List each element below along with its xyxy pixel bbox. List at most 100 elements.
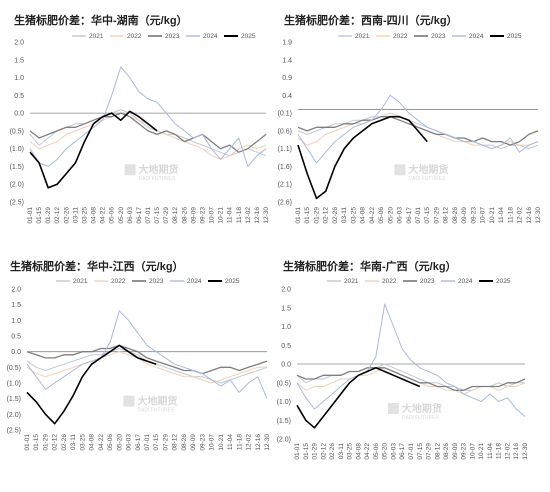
x-tick-label: 03-11 bbox=[341, 207, 348, 224]
y-tick-label: (2.6) bbox=[278, 200, 292, 207]
x-tick-label: 06-03 bbox=[126, 434, 133, 451]
x-tick-label: 11-04 bbox=[227, 434, 234, 451]
x-tick-label: 04-22 bbox=[100, 207, 107, 224]
series-line-2024 bbox=[29, 66, 267, 167]
x-tick-label: 11-18 bbox=[236, 207, 243, 224]
y-tick-label: 0.5 bbox=[281, 343, 291, 350]
y-tick-label: (1.5) bbox=[7, 396, 21, 403]
y-tick-label: (1.0) bbox=[7, 381, 21, 388]
x-tick-label: 11-04 bbox=[498, 207, 505, 224]
x-tick-label: 03-25 bbox=[81, 207, 88, 224]
x-tick-label: 01-29 bbox=[42, 434, 49, 451]
legend-label: 2021 bbox=[73, 278, 88, 285]
legend-label: 2022 bbox=[382, 278, 397, 285]
x-tick-label: 01-29 bbox=[313, 207, 320, 224]
chart-title: 生猪标肥价差：华中-湖南（元/kg） bbox=[14, 13, 188, 27]
y-tick-label: 1.5 bbox=[281, 305, 291, 312]
series-line-2024 bbox=[296, 303, 526, 417]
x-tick-label: 11-18 bbox=[496, 443, 503, 460]
x-tick-label: 11-04 bbox=[227, 207, 234, 224]
x-tick-label: 12-02 bbox=[246, 434, 253, 451]
series-line-2025 bbox=[296, 367, 421, 429]
x-tick-label: 02-26 bbox=[61, 434, 68, 451]
legend-label: 2022 bbox=[127, 33, 142, 40]
watermark-text: 大地期货 bbox=[402, 402, 442, 415]
x-tick-label: 12-30 bbox=[535, 207, 542, 224]
x-tick-label: 09-23 bbox=[199, 207, 206, 224]
legend-label: 2024 bbox=[187, 278, 202, 285]
x-tick-label: 01-01 bbox=[294, 443, 301, 460]
watermark-logo bbox=[123, 395, 135, 407]
series-line-2022 bbox=[296, 367, 526, 395]
chart-title: 生猪标肥价差：华中-江西（元/kg） bbox=[10, 259, 184, 273]
x-tick-label: 01-01 bbox=[295, 207, 302, 224]
x-tick-label: 12-02 bbox=[517, 207, 524, 224]
y-tick-label: (2.0) bbox=[277, 437, 291, 444]
y-tick-label: 0.4 bbox=[282, 93, 292, 100]
x-tick-label: 12-30 bbox=[263, 207, 270, 224]
x-tick-label: 02-12 bbox=[54, 207, 61, 224]
x-tick-label: 10-07 bbox=[469, 443, 476, 460]
x-tick-label: 05-06 bbox=[373, 443, 380, 460]
legend-label: 2022 bbox=[111, 278, 126, 285]
x-tick-label: 10-07 bbox=[480, 207, 487, 224]
x-tick-label: 05-06 bbox=[378, 207, 385, 224]
x-tick-label: 12-30 bbox=[522, 443, 529, 460]
x-tick-label: 04-22 bbox=[98, 434, 105, 451]
x-tick-label: 01-15 bbox=[304, 207, 311, 224]
x-tick-label: 02-12 bbox=[320, 443, 327, 460]
chart-title: 生猪标肥价差：华南-广西（元/kg） bbox=[283, 259, 457, 273]
x-tick-label: 01-01 bbox=[24, 434, 31, 451]
x-tick-label: 09-23 bbox=[461, 443, 468, 460]
x-tick-label: 12-02 bbox=[245, 207, 252, 224]
watermark-logo bbox=[387, 403, 399, 414]
y-tick-label: (0.5) bbox=[10, 128, 24, 135]
series-line-2022 bbox=[29, 112, 267, 160]
x-tick-label: 05-20 bbox=[116, 434, 123, 451]
y-tick-label: 1.4 bbox=[282, 57, 292, 64]
y-tick-label: (0.5) bbox=[277, 380, 291, 387]
y-tick-label: 1.0 bbox=[14, 75, 24, 82]
y-tick-label: (1.6) bbox=[278, 164, 292, 171]
x-tick-label: 06-17 bbox=[135, 434, 142, 451]
x-tick-label: 01-15 bbox=[36, 207, 43, 224]
y-tick-label: 2.0 bbox=[281, 287, 291, 294]
x-tick-label: 01-15 bbox=[33, 434, 40, 451]
x-tick-label: 06-03 bbox=[397, 207, 404, 224]
x-tick-label: 05-06 bbox=[107, 434, 114, 451]
x-tick-label: 09-09 bbox=[461, 207, 468, 224]
y-tick-label: (2.0) bbox=[10, 182, 24, 189]
y-tick-label: 2.0 bbox=[14, 40, 24, 47]
series-line-2025 bbox=[29, 110, 158, 189]
y-tick-label: (2.0) bbox=[7, 412, 21, 419]
x-tick-label: 08-26 bbox=[443, 443, 450, 460]
x-tick-label: 05-20 bbox=[382, 443, 389, 460]
y-tick-label: (1.5) bbox=[277, 418, 291, 425]
series-line-2023 bbox=[29, 112, 267, 153]
x-tick-label: 10-21 bbox=[489, 207, 496, 224]
y-tick-label: (0.5) bbox=[7, 365, 21, 372]
x-tick-label: 11-18 bbox=[507, 207, 514, 224]
watermark-logo bbox=[394, 164, 406, 176]
x-tick-label: 06-03 bbox=[127, 207, 134, 224]
x-tick-label: 07-29 bbox=[433, 207, 440, 224]
x-tick-label: 01-15 bbox=[303, 443, 310, 460]
legend-label: 2022 bbox=[393, 33, 408, 40]
x-tick-label: 09-23 bbox=[470, 207, 477, 224]
watermark-subtext: DADI FUTURES bbox=[402, 415, 440, 421]
y-tick-label: 1.9 bbox=[282, 40, 292, 47]
x-tick-label: 07-15 bbox=[417, 443, 424, 460]
y-tick-label: 0.0 bbox=[14, 111, 24, 118]
chart-title: 生猪标肥价差：西南-四川（元/kg） bbox=[284, 13, 458, 27]
legend-label: 2024 bbox=[469, 33, 484, 40]
watermark-subtext: DADI FUTURES bbox=[137, 408, 175, 414]
series-line-2025 bbox=[297, 115, 428, 200]
x-tick-label: 07-01 bbox=[415, 207, 422, 224]
x-tick-label: 02-12 bbox=[323, 207, 330, 224]
legend-label: 2025 bbox=[225, 278, 240, 285]
x-tick-label: 11-04 bbox=[487, 443, 494, 460]
series-line-2021 bbox=[29, 109, 267, 157]
x-tick-label: 01-01 bbox=[27, 207, 34, 224]
